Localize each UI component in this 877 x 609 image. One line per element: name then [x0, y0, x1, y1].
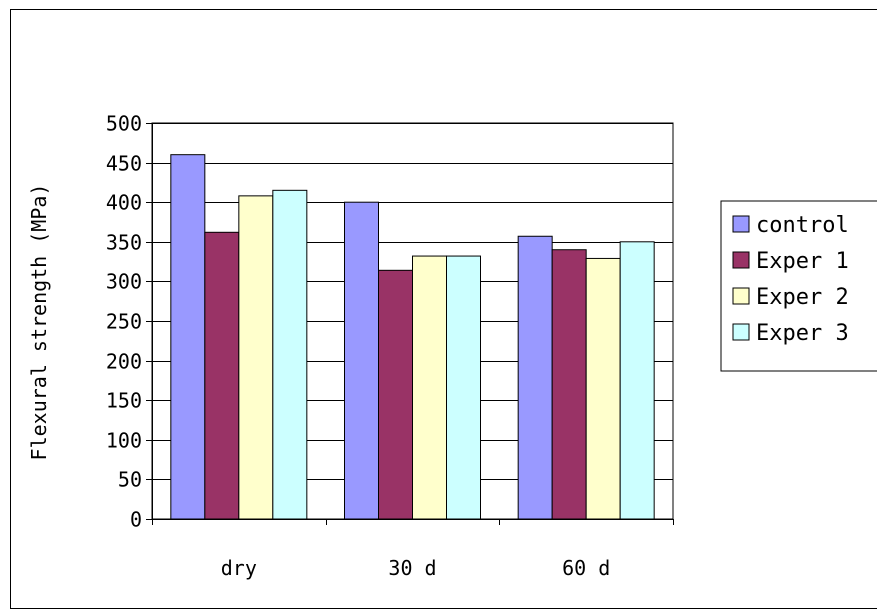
bar-exper-1	[378, 269, 413, 520]
bar-exper-2	[585, 257, 621, 520]
y-tick-label: 150	[106, 389, 142, 413]
y-tick-labels: 0 50 100 150 200 250 300 350 400 450 500	[106, 112, 142, 532]
x-tick-label: 30 d	[388, 556, 436, 580]
y-axis-title: Flexural strength (MPa)	[27, 184, 51, 461]
axes	[146, 123, 674, 525]
y-tick-label: 50	[118, 468, 142, 492]
y-tick-label: 0	[130, 508, 142, 532]
x-tick-label: dry	[221, 556, 257, 580]
legend-label: Exper 1	[756, 249, 849, 274]
bar-exper-3	[619, 241, 655, 520]
y-tick-label: 450	[106, 152, 142, 176]
legend-swatch	[732, 251, 750, 269]
y-tick-label: 200	[106, 350, 142, 374]
bar-control	[170, 154, 206, 520]
legend-label: Exper 2	[756, 285, 849, 310]
y-tick-label: 350	[106, 231, 142, 255]
bars	[170, 154, 655, 520]
legend-label: Exper 3	[756, 321, 849, 346]
bar-exper-2	[412, 255, 447, 520]
bar-exper-1	[551, 249, 587, 520]
bar-control	[517, 235, 553, 520]
bar-exper-3	[272, 189, 308, 520]
bar-exper-3	[446, 255, 481, 520]
bar-exper-1	[204, 231, 240, 520]
bar-exper-2	[238, 195, 274, 520]
legend-swatch	[732, 215, 750, 233]
legend: control Exper 1 Exper 2 Exper 3	[720, 200, 877, 372]
y-tick-label: 400	[106, 191, 142, 215]
x-tick-labels: dry 30 d 60 d	[221, 556, 610, 580]
legend-swatch	[732, 287, 750, 305]
y-tick-label: 300	[106, 270, 142, 294]
y-tick-label: 250	[106, 310, 142, 334]
legend-label: control	[756, 213, 849, 238]
bar-control	[344, 201, 379, 520]
legend-swatch	[732, 323, 750, 341]
y-tick-label: 500	[106, 112, 142, 136]
y-tick-label: 100	[106, 429, 142, 453]
x-tick-label: 60 d	[562, 556, 610, 580]
